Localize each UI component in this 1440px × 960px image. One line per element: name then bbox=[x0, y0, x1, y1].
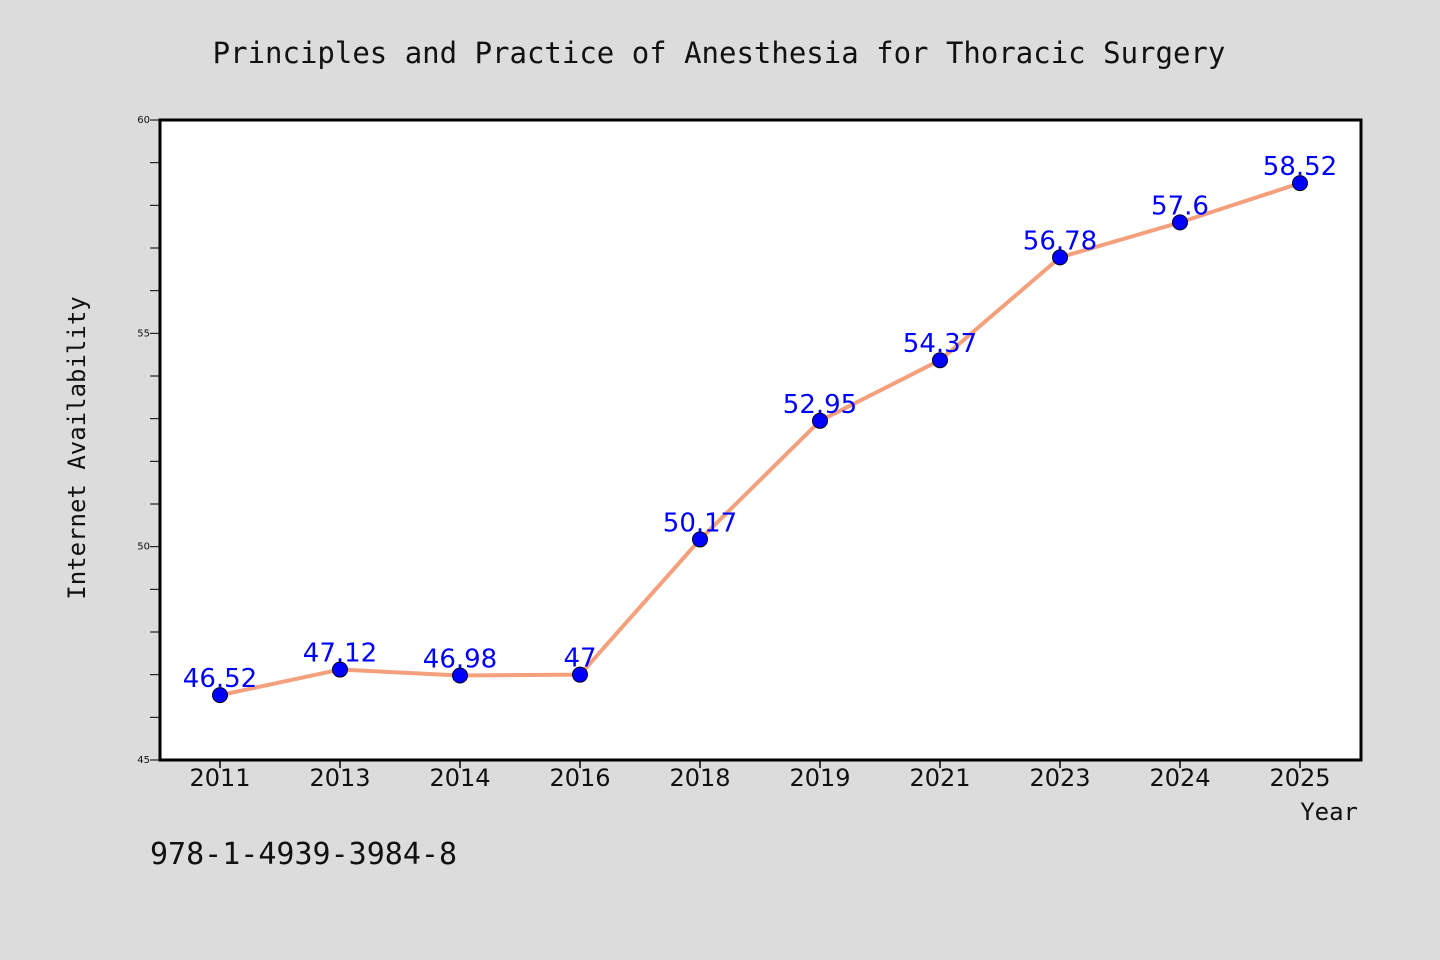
x-tick-label: 2025 bbox=[1269, 764, 1330, 792]
data-label: 54.37 bbox=[903, 329, 977, 359]
data-point bbox=[332, 661, 348, 678]
x-tick-label: 2016 bbox=[549, 764, 610, 792]
data-label: 58.52 bbox=[1263, 152, 1337, 182]
data-point bbox=[812, 412, 828, 429]
data-label: 46.52 bbox=[183, 664, 257, 694]
data-label: 50.17 bbox=[663, 508, 737, 538]
data-point bbox=[1052, 249, 1068, 266]
data-point bbox=[1172, 214, 1188, 231]
y-minor-ticks bbox=[150, 119, 160, 761]
x-tick-label: 2011 bbox=[189, 764, 250, 792]
y-tick-label: 50 bbox=[137, 542, 150, 553]
x-axis-label: Year bbox=[1300, 798, 1358, 826]
data-labels: 46.52 47.12 46.98 47 50.17 52.95 54.37 56.78 57.… bbox=[183, 152, 1337, 694]
x-tick-label: 2013 bbox=[309, 764, 370, 792]
y-tick-label: 45 bbox=[137, 755, 150, 766]
data-label: 47 bbox=[563, 644, 596, 674]
y-axis-label: Internet Availability bbox=[63, 296, 91, 599]
data-point bbox=[692, 531, 708, 548]
plot-frame bbox=[158, 118, 1363, 762]
data-label: 52.95 bbox=[783, 390, 857, 420]
data-label: 57.6 bbox=[1151, 191, 1209, 221]
data-point bbox=[452, 667, 468, 684]
y-tick-label: 60 bbox=[137, 115, 150, 126]
x-tick-label: 2023 bbox=[1029, 764, 1090, 792]
x-tick-label: 2018 bbox=[669, 764, 730, 792]
series-line bbox=[219, 181, 1301, 698]
data-point bbox=[572, 666, 588, 683]
data-point bbox=[1292, 175, 1308, 192]
data-point bbox=[212, 687, 228, 704]
data-label: 56.78 bbox=[1023, 226, 1097, 256]
data-point bbox=[932, 352, 948, 369]
data-label: 46.98 bbox=[423, 645, 497, 675]
x-tick-label: 2019 bbox=[789, 764, 850, 792]
x-tick-labels: 2011 2013 2014 2016 2018 2019 2021 2023 2024 2025 bbox=[189, 764, 1330, 792]
chart-title: Principles and Practice of Anesthesia fo… bbox=[213, 36, 1226, 70]
data-label: 47.12 bbox=[303, 639, 377, 669]
y-tick-label: 55 bbox=[137, 328, 150, 339]
x-tick-label: 2014 bbox=[429, 764, 490, 792]
x-tick-label: 2021 bbox=[909, 764, 970, 792]
data-markers bbox=[212, 175, 1308, 704]
x-tick-label: 2024 bbox=[1149, 764, 1210, 792]
y-tick-labels: 45 50 55 60 bbox=[137, 115, 150, 766]
isbn-footnote: 978-1-4939-3984-8 bbox=[150, 837, 457, 872]
